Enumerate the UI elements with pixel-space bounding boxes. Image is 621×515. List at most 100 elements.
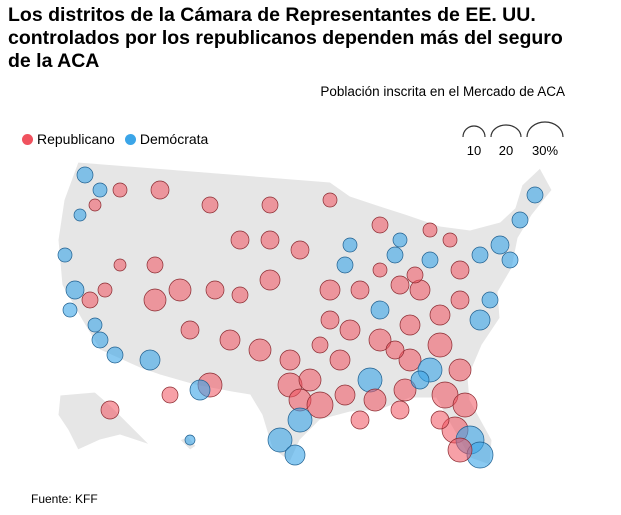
- democrat-district-bubble: [490, 235, 510, 255]
- republican-district-bubble: [430, 410, 450, 430]
- republican-district-bubble: [398, 348, 422, 372]
- democrat-district-bubble: [370, 300, 390, 320]
- republican-district-bubble: [322, 192, 338, 208]
- republican-district-bubble: [399, 314, 421, 336]
- legend-republican: Republicano: [22, 131, 115, 147]
- republican-district-bubble: [298, 368, 322, 392]
- democrat-district-bubble: [184, 434, 196, 446]
- republican-district-bubble: [201, 196, 219, 214]
- republican-district-bubble: [97, 282, 113, 298]
- democrat-district-bubble: [410, 370, 430, 390]
- legend-label: Demócrata: [139, 131, 209, 147]
- republican-district-bubble: [385, 340, 405, 360]
- democrat-district-bubble: [73, 208, 87, 222]
- democrat-district-bubble: [386, 246, 404, 264]
- republican-district-bubble: [442, 232, 458, 248]
- republican-district-bubble: [320, 310, 340, 330]
- republican-district-bubble: [390, 400, 410, 420]
- republican-district-bubble: [350, 410, 370, 430]
- republican-district-bubble: [100, 400, 120, 420]
- democrat-district-bubble: [336, 256, 354, 274]
- district-bubbles: [57, 166, 544, 469]
- republican-district-bubble: [371, 216, 389, 234]
- size-label: 20: [499, 143, 513, 158]
- republican-district-bubble: [393, 378, 417, 402]
- republican-district-bubble: [429, 304, 451, 326]
- republican-district-bubble: [372, 262, 388, 278]
- republican-district-bubble: [113, 258, 127, 272]
- republican-district-bubble: [311, 336, 329, 354]
- republican-district-bubble: [290, 240, 310, 260]
- democrat-district-bubble: [62, 302, 78, 318]
- republican-district-bubble: [81, 291, 99, 309]
- blue-dot-icon: [124, 134, 136, 145]
- legend-label: Republicano: [37, 131, 115, 147]
- democrat-district-bubble: [501, 251, 519, 269]
- democrat-district-bubble: [189, 379, 211, 401]
- republican-district-bubble: [350, 280, 370, 300]
- democrat-district-bubble: [267, 427, 293, 453]
- republican-district-bubble: [448, 358, 472, 382]
- party-legend: Republicano Demócrata: [22, 131, 208, 147]
- republican-district-bubble: [306, 391, 334, 419]
- republican-district-bubble: [363, 388, 387, 412]
- republican-district-bubble: [406, 266, 424, 284]
- size-legend: 10 20 30%: [462, 121, 564, 158]
- democrat-district-bubble: [65, 280, 85, 300]
- republican-district-bubble: [168, 278, 192, 302]
- republican-district-bubble: [161, 386, 179, 404]
- republican-district-bubble: [143, 288, 167, 312]
- democrat-district-bubble: [421, 251, 439, 269]
- republican-district-bubble: [368, 328, 392, 352]
- republican-district-bubble: [146, 256, 164, 274]
- republican-district-bubble: [450, 290, 470, 310]
- legend-democrat: Demócrata: [124, 131, 209, 147]
- republican-district-bubble: [329, 349, 351, 371]
- size-30-arc: [526, 121, 564, 138]
- republican-district-bubble: [180, 320, 200, 340]
- republican-district-bubble: [334, 384, 356, 406]
- republican-district-bubble: [319, 279, 341, 301]
- democrat-district-bubble: [471, 246, 489, 264]
- republican-district-bubble: [279, 349, 301, 371]
- democrat-district-bubble: [357, 367, 383, 393]
- democrat-district-bubble: [526, 186, 544, 204]
- republican-district-bubble: [248, 338, 272, 362]
- republican-district-bubble: [88, 198, 102, 212]
- republican-district-bubble: [390, 275, 410, 295]
- republican-district-bubble: [259, 269, 281, 291]
- democrat-district-bubble: [287, 407, 313, 433]
- republican-district-bubble: [230, 230, 250, 250]
- democrat-district-bubble: [139, 349, 161, 371]
- democrat-district-bubble: [342, 237, 358, 253]
- republican-district-bubble: [261, 196, 279, 214]
- size-legend-title: Población inscrita en el Mercado de ACA: [320, 84, 565, 99]
- democrat-district-bubble: [106, 346, 124, 364]
- republican-district-bubble: [450, 260, 470, 280]
- size-label: 10: [467, 143, 481, 158]
- democrat-district-bubble: [91, 331, 109, 349]
- republican-district-bubble: [219, 329, 241, 351]
- red-dot-icon: [22, 134, 33, 145]
- democrat-district-bubble: [92, 182, 108, 198]
- republican-district-bubble: [150, 180, 170, 200]
- democrat-district-bubble: [481, 291, 499, 309]
- republican-district-bubble: [231, 286, 249, 304]
- republican-district-bubble: [260, 230, 280, 250]
- democrat-district-bubble: [392, 232, 408, 248]
- democrat-district-bubble: [469, 309, 491, 331]
- republican-district-bubble: [427, 332, 453, 358]
- source-note: Fuente: KFF: [31, 492, 98, 506]
- democrat-district-bubble: [76, 166, 94, 184]
- republican-district-bubble: [205, 280, 225, 300]
- alaska: [57, 391, 151, 451]
- democrat-district-bubble: [511, 211, 529, 229]
- republican-district-bubble: [452, 392, 478, 418]
- republican-district-bubble: [339, 319, 361, 341]
- size-20-arc: [490, 124, 522, 138]
- democrat-district-bubble: [284, 444, 306, 466]
- size-label: 30%: [532, 143, 558, 158]
- size-10-arc: [462, 125, 486, 138]
- chart-title: Los distritos de la Cámara de Representa…: [8, 4, 563, 72]
- democrat-district-bubble: [57, 247, 73, 263]
